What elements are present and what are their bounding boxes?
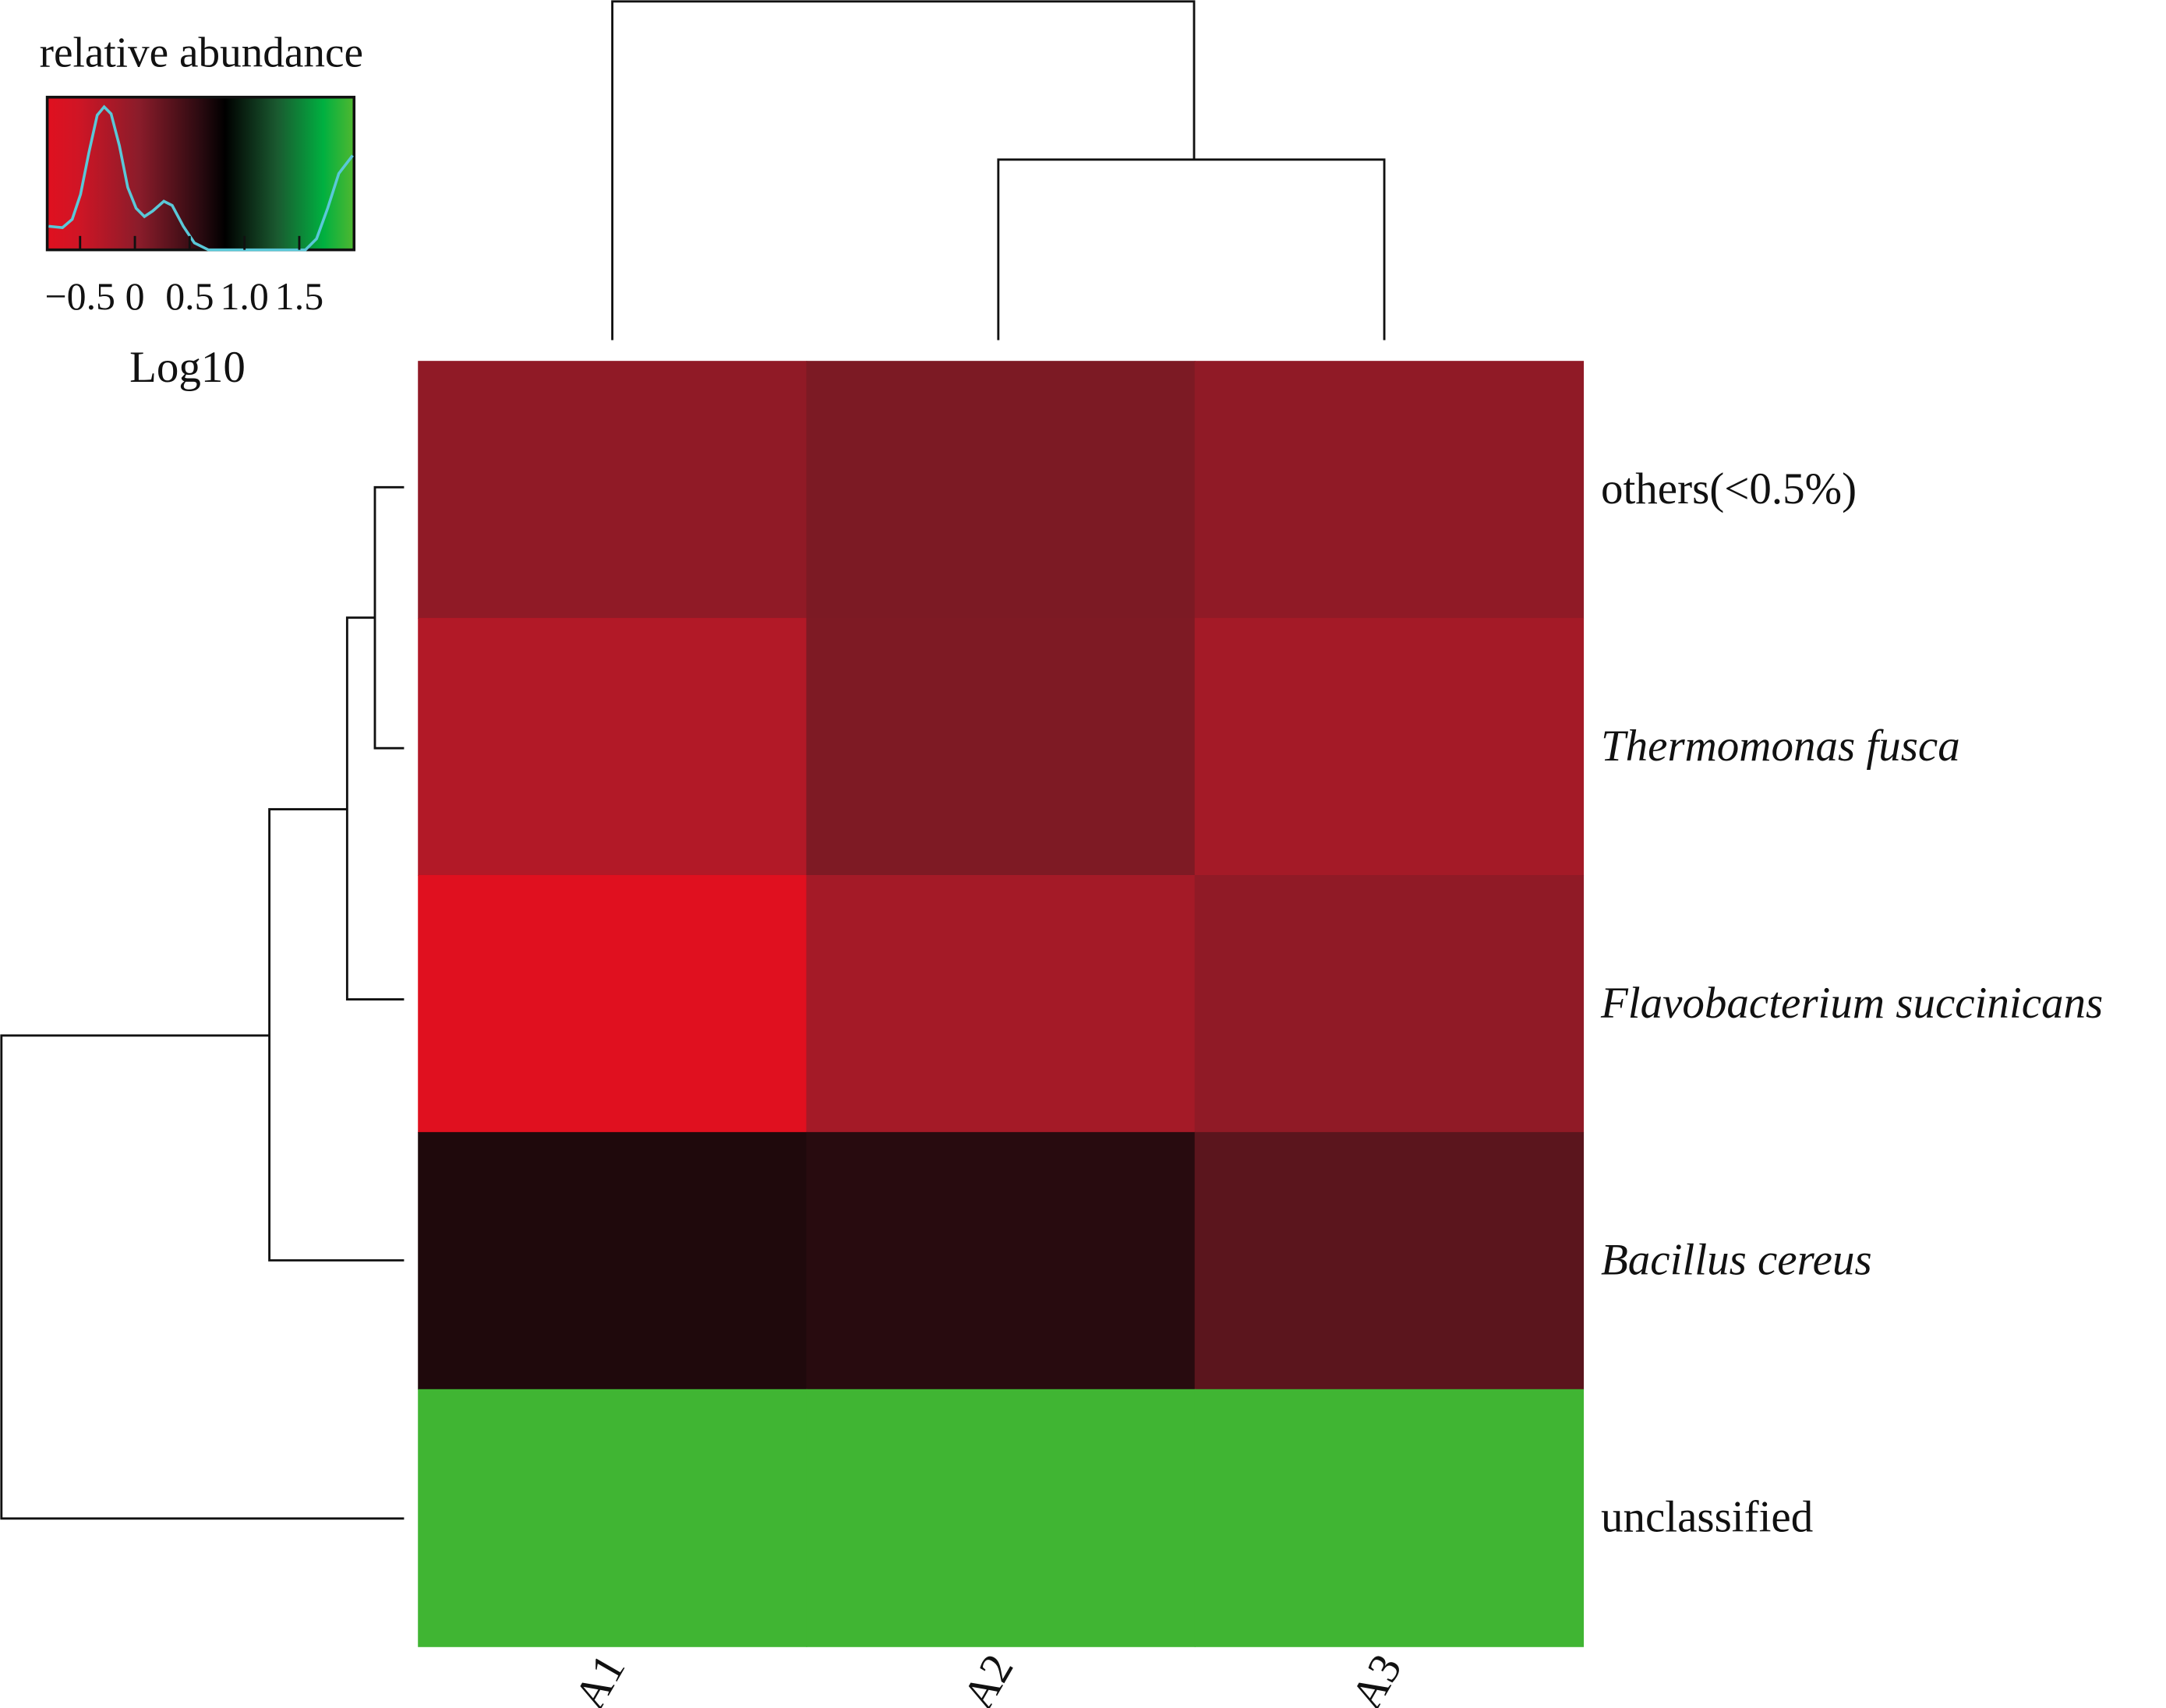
row-label: Bacillus cereus (1601, 1236, 1872, 1285)
legend-title: relative abundance (40, 29, 363, 76)
column-dendrogram (611, 0, 1386, 341)
column-label: A1 (565, 1646, 634, 1708)
row-label: others(<0.5%) (1601, 464, 1857, 513)
heatmap-cell (1194, 874, 1585, 1133)
legend-density-curve (48, 104, 354, 252)
heatmap-cell (806, 1131, 1196, 1390)
legend-tick-label: 0 (125, 275, 145, 318)
legend-tick-label: 1.5 (275, 275, 323, 318)
heatmap-cell (1194, 1389, 1585, 1647)
heatmap-cell (806, 618, 1196, 877)
column-label: A2 (953, 1646, 1023, 1708)
legend-tick-label: 1.0 (221, 275, 269, 318)
heatmap-cell (1194, 618, 1585, 877)
legend-xlabel: Log10 (129, 343, 246, 392)
heatmap-cell (418, 1131, 807, 1390)
heatmap-cell (1194, 1131, 1585, 1390)
row-label: Thermomonas fusca (1601, 722, 1960, 771)
heatmap-cell (418, 618, 807, 877)
heatmap-cell (806, 1389, 1196, 1647)
heatmap-cell (806, 361, 1196, 619)
legend-tick-label: 0.5 (165, 275, 214, 318)
legend-tick-label: −0.5 (45, 275, 115, 318)
row-dendrogram (0, 485, 405, 1520)
heatmap-cell (806, 874, 1196, 1133)
row-label: unclassified (1601, 1493, 1813, 1542)
heatmap-cell (418, 361, 807, 619)
color-legend: relative abundance −0.5 0 0.5 1.0 1.5 Log10 (40, 29, 363, 392)
legend-colorbar (45, 95, 356, 252)
heatmap-cell (418, 874, 807, 1133)
heatmap-cell (418, 1389, 807, 1647)
column-label: A3 (1342, 1646, 1412, 1708)
row-label: Flavobacterium succinicans (1600, 979, 2103, 1028)
heatmap-cell (1194, 361, 1585, 619)
